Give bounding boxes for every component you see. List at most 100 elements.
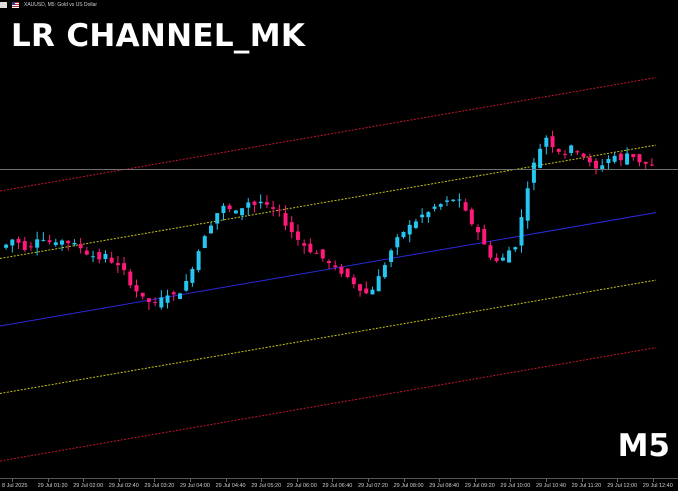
candle [587, 153, 592, 167]
candle [370, 286, 375, 295]
price-chart[interactable] [0, 0, 678, 478]
time-tick-label: 29 Jul 06:00 [286, 483, 317, 489]
candle [221, 203, 226, 221]
time-tick-mark [368, 479, 369, 482]
bull-candle-body [525, 188, 530, 221]
candle [115, 256, 120, 274]
bull-candle-body [457, 199, 462, 201]
candle [438, 203, 443, 210]
bull-candle-body [196, 251, 201, 271]
lr-channel [0, 77, 657, 462]
bull-candle-body [407, 224, 412, 235]
bear-candle-body [476, 227, 481, 233]
bull-candle-body [531, 162, 536, 183]
bear-candle-body [358, 284, 363, 291]
candle [482, 224, 487, 245]
time-tick-mark [225, 479, 227, 482]
time-tick-mark [190, 479, 191, 482]
bear-candle-body [345, 268, 350, 278]
bear-candle-body [308, 243, 313, 253]
candle [171, 290, 176, 302]
candle [569, 144, 574, 156]
candle [339, 263, 344, 278]
candle [289, 216, 294, 239]
bear-candle-body [47, 240, 52, 243]
bear-candle-body [550, 136, 555, 148]
candle [625, 147, 630, 166]
candle [469, 207, 474, 227]
indicator-title: LR CHANNEL_MK [11, 18, 306, 54]
candle [451, 199, 456, 203]
candle [538, 143, 543, 169]
bull-candle-body [53, 242, 58, 245]
candle [78, 238, 83, 254]
bull-candle-body [190, 269, 195, 283]
candle [389, 248, 394, 268]
candle [556, 148, 561, 155]
bull-candle-body [519, 217, 524, 246]
time-tick-mark [474, 479, 476, 482]
candle [544, 135, 549, 155]
time-tick-label: 29 Jul 12:00 [607, 483, 638, 489]
bear-candle-body [649, 164, 654, 166]
candle [637, 153, 642, 167]
chart-header: XAUUSD, M5: Gold vs US Dollar [0, 0, 300, 10]
bear-candle-body [22, 241, 27, 250]
timeframe-label: M5 [617, 428, 670, 464]
candle [134, 279, 139, 298]
candle [612, 152, 617, 164]
candle [432, 203, 437, 212]
time-tick-label: 29 Jul 10:40 [536, 483, 566, 489]
channel-inner-upper-line [0, 144, 657, 259]
time-tick-mark [617, 479, 619, 482]
candle [252, 200, 257, 213]
bull-candle-body [209, 225, 214, 234]
bull-candle-body [401, 231, 406, 238]
bear-candle-body [97, 252, 102, 260]
time-tick-mark [510, 479, 512, 482]
bear-candle-body [78, 244, 83, 249]
time-tick-label: 29 Jul 10:00 [500, 483, 531, 489]
bull-candle-body [184, 281, 189, 291]
candle [177, 292, 182, 300]
candle [351, 274, 356, 289]
candle [66, 240, 71, 251]
bull-candle-body [382, 265, 387, 278]
bull-candle-body [370, 289, 375, 295]
bear-candle-body [488, 245, 493, 258]
time-tick-label: 29 Jul 04:40 [215, 483, 246, 489]
candle [376, 269, 381, 292]
bear-candle-body [631, 154, 636, 158]
candle [246, 198, 251, 216]
bull-candle-body [625, 153, 630, 165]
candle [233, 209, 238, 214]
candle [327, 259, 331, 270]
channel-inner-lower-line [0, 279, 657, 394]
candle [227, 203, 232, 213]
bull-candle-body [413, 221, 418, 228]
candle [159, 290, 164, 310]
xau-flag-icon [0, 2, 7, 8]
candle [91, 250, 96, 263]
bull-candle-body [35, 239, 40, 248]
time-tick-label: 29 Jul 02:00 [73, 483, 104, 489]
bull-candle-body [612, 155, 617, 162]
bull-candle-body [159, 297, 164, 308]
time-tick-label: 29 Jul 09:20 [464, 483, 495, 489]
candle [103, 250, 108, 263]
candle [364, 281, 369, 295]
time-tick-mark [12, 479, 13, 482]
bear-candle-body [109, 257, 114, 263]
candle [562, 150, 567, 159]
bull-candle-body [389, 250, 394, 263]
candle [420, 208, 425, 224]
bear-candle-body [333, 265, 338, 268]
bear-candle-body [643, 161, 648, 164]
candle [258, 194, 263, 209]
bull-candle-body [600, 165, 605, 170]
candle [302, 239, 307, 254]
candle [196, 249, 201, 273]
candle [358, 283, 363, 297]
bull-candle-body [395, 237, 400, 248]
